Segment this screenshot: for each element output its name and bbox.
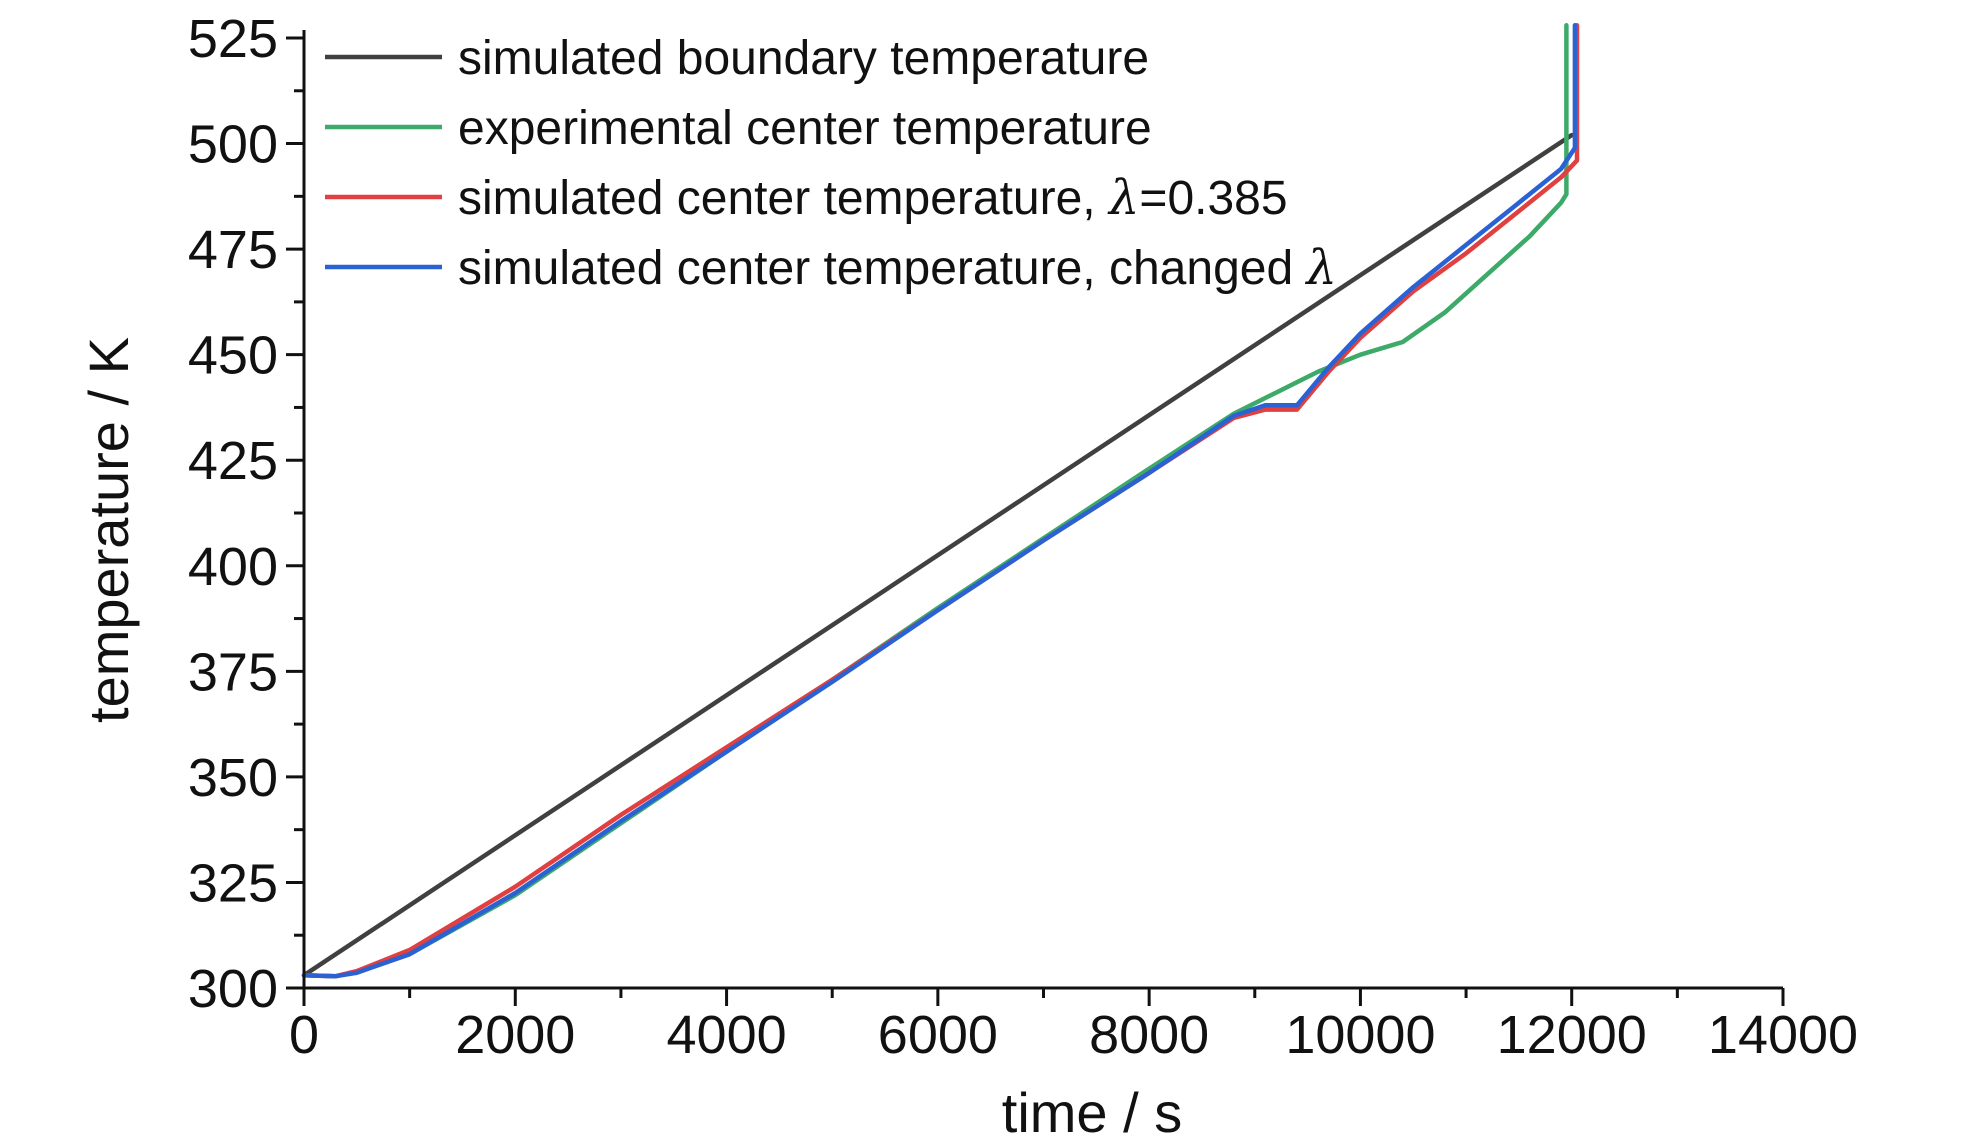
y-tick-label: 325 — [188, 853, 278, 913]
y-tick-label: 375 — [188, 642, 278, 702]
y-tick-label: 500 — [188, 115, 278, 175]
y-tick-label: 300 — [188, 959, 278, 1019]
y-tick-label: 525 — [188, 9, 278, 69]
x-tick-label: 12000 — [1497, 1005, 1647, 1065]
legend-label: simulated boundary temperature — [458, 32, 1149, 85]
x-tick-label: 8000 — [1089, 1005, 1209, 1065]
series-line-2 — [301, 23, 1569, 979]
x-tick-label: 6000 — [878, 1005, 998, 1065]
legend-label: simulated center temperature, changed λ — [458, 240, 1337, 296]
series-line-3 — [301, 23, 1580, 979]
x-tick-label: 2000 — [455, 1005, 575, 1065]
x-tick-label: 14000 — [1708, 1005, 1858, 1065]
legend-label: experimental center temperature — [458, 102, 1152, 155]
legend-label: simulated center temperature, λ=0.385 — [458, 170, 1288, 226]
y-tick-label: 350 — [188, 748, 278, 808]
x-axis-title: time / s — [1002, 1081, 1182, 1134]
y-tick-label: 425 — [188, 431, 278, 491]
x-tick-label: 10000 — [1285, 1005, 1435, 1065]
x-tick-label: 0 — [289, 1005, 319, 1065]
x-tick-label: 4000 — [667, 1005, 787, 1065]
series-line-1 — [301, 132, 1574, 978]
legend: simulated boundary temperature experiment… — [325, 32, 1337, 296]
y-tick-label: 400 — [188, 537, 278, 597]
series-layer — [301, 23, 1580, 979]
series-line-4 — [301, 23, 1578, 979]
axes-layer: 0 2000 4000 6000 8000 10000 12000 14000 300 325 35… — [188, 9, 1858, 1065]
y-axis-title: temperature / K — [77, 337, 140, 723]
y-tick-label: 475 — [188, 220, 278, 280]
y-tick-label: 450 — [188, 326, 278, 386]
